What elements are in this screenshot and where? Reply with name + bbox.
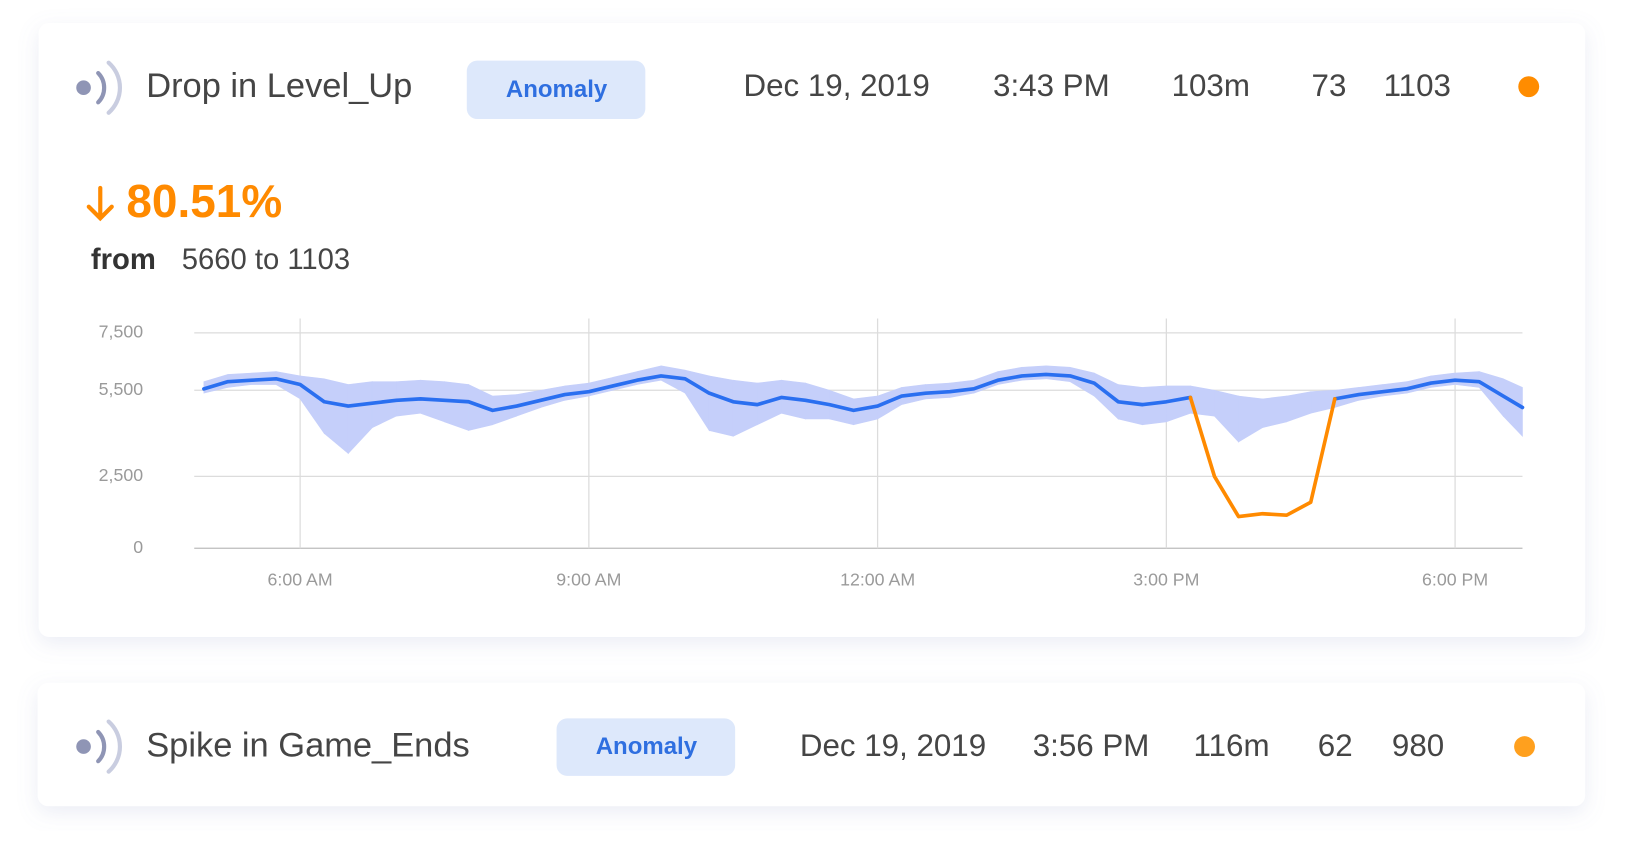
badge — [466, 60, 646, 120]
status-dot — [1514, 736, 1535, 758]
series-line — [202, 372, 1525, 413]
duration: 116m — [1194, 728, 1270, 763]
card[interactable] — [38, 22, 1586, 637]
y-tick-label: 0 — [133, 537, 143, 557]
change: 80.51% — [126, 175, 282, 227]
time: 3:43 PM — [993, 68, 1110, 103]
card[interactable] — [37, 682, 1586, 807]
time: 3:56 PM — [1033, 728, 1150, 763]
badge-label: Anomaly — [506, 76, 608, 103]
count: 62 — [1318, 728, 1353, 763]
badge-label: Anomaly — [596, 733, 698, 760]
title: Spike in Game_Ends — [146, 727, 470, 765]
x-tick-label: 9:00 AM — [556, 569, 621, 589]
icon — [76, 719, 123, 774]
from-label: from — [91, 244, 156, 276]
x-tick-label: 6:00 PM — [1422, 569, 1488, 589]
count: 73 — [1312, 68, 1347, 103]
icon — [76, 60, 123, 115]
confidence-band — [708, 375, 734, 437]
range: 5660 to 1103 — [182, 244, 350, 276]
x-tick-label: 12:00 AM — [840, 569, 915, 589]
title: Drop in Level_Up — [146, 67, 412, 105]
confidence-band — [444, 381, 469, 431]
confidence-band — [1262, 395, 1287, 428]
y-tick-label: 5,500 — [99, 379, 144, 399]
date: Dec 19, 2019 — [800, 728, 986, 763]
x-tick-label: 6:00 AM — [268, 569, 333, 589]
badge — [556, 718, 736, 776]
duration: 103m — [1172, 68, 1250, 103]
status-dot — [1518, 76, 1540, 98]
series-line — [1188, 395, 1337, 519]
y-tick-label: 7,500 — [99, 322, 144, 342]
x-tick-label: 3:00 PM — [1133, 569, 1199, 589]
value: 980 — [1392, 728, 1444, 763]
chart: 0 2,500 5,500 7,500 6:00 AM 9:00 AM 12:00 AM 3:… — [99, 318, 1525, 589]
value: 1103 — [1384, 68, 1451, 103]
date: Dec 19, 2019 — [743, 68, 929, 103]
confidence-band — [1502, 378, 1523, 437]
y-tick-label: 2,500 — [99, 465, 144, 485]
down-arrow — [86, 185, 114, 222]
